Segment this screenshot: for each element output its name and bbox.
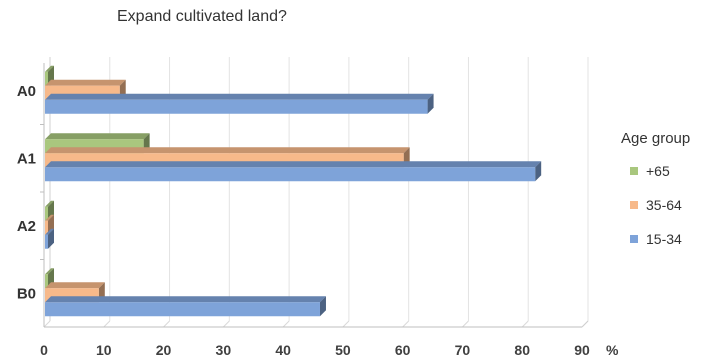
x-tick-label: 80 — [514, 342, 530, 358]
category-label: A2 — [17, 218, 36, 235]
floor-gridline — [163, 320, 170, 328]
x-tick-label: 50 — [335, 342, 351, 358]
category-label: A1 — [17, 150, 36, 167]
x-tick-label: 40 — [275, 342, 291, 358]
floor-gridline — [462, 320, 469, 328]
x-tick-label: 90 — [574, 342, 590, 358]
tick-labels: 0 10 20 30 40 50 60 70 80 90 % A0 A1 A2 B0 — [17, 83, 619, 358]
floor-gridline — [402, 320, 410, 328]
floor-gridline — [282, 320, 290, 328]
bar-top-face — [45, 296, 326, 303]
bar — [45, 296, 326, 317]
bar-front-face — [45, 234, 48, 249]
bar-end-face — [319, 296, 326, 317]
x-tick-label: 10 — [96, 342, 112, 358]
floor-gridline — [342, 320, 350, 328]
x-unit-label: % — [606, 342, 619, 358]
bar — [45, 228, 54, 249]
bar-top-face — [45, 79, 126, 86]
floor-gridline — [103, 320, 111, 328]
bar-top-face — [45, 214, 54, 221]
bar-top-face — [45, 161, 542, 168]
legend-item: 15-34 — [630, 231, 682, 247]
bar-front-face — [45, 302, 320, 317]
bar-front-face — [45, 206, 48, 221]
bar-top-face — [45, 65, 54, 72]
bar-top-face — [45, 268, 54, 275]
bar-front-face — [45, 274, 48, 289]
x-tick-label: 60 — [395, 342, 411, 358]
category-label: B0 — [17, 285, 36, 302]
legend-swatch — [630, 235, 638, 243]
legend-title: Age group — [621, 130, 691, 147]
category-label: A0 — [17, 83, 36, 100]
bar — [45, 93, 434, 114]
legend-label: 35-64 — [646, 197, 682, 213]
x-tick-label: 20 — [156, 342, 172, 358]
bar-front-face — [45, 167, 536, 182]
floor-gridline — [43, 320, 51, 328]
bar-top-face — [45, 147, 410, 154]
bar-top-face — [45, 200, 54, 207]
bar-top-face — [45, 93, 434, 100]
legend-label: +65 — [646, 163, 670, 179]
bars — [45, 65, 542, 317]
bar-top-face — [45, 282, 105, 289]
bar — [45, 161, 542, 182]
bar-front-face — [45, 99, 428, 114]
legend-swatch — [630, 201, 638, 209]
bar-end-face — [535, 161, 542, 182]
bar-front-face — [45, 220, 48, 235]
x-tick-label: 70 — [455, 342, 471, 358]
legend-swatch — [630, 167, 638, 175]
bar-top-face — [45, 228, 54, 235]
floor-edge — [581, 320, 589, 328]
bar-end-face — [48, 228, 54, 249]
legend-item: 35-64 — [630, 197, 682, 213]
x-tick-label: 0 — [40, 342, 48, 358]
bar-front-face — [45, 71, 48, 86]
legend-item: +65 — [630, 163, 670, 179]
chart-title: Expand cultivated land? — [117, 8, 287, 25]
floor-gridline — [222, 320, 230, 328]
legend-label: 15-34 — [646, 231, 682, 247]
bar-end-face — [427, 93, 434, 114]
floor-gridline — [521, 320, 529, 328]
bar-top-face — [45, 133, 150, 140]
x-tick-label: 30 — [216, 342, 232, 358]
